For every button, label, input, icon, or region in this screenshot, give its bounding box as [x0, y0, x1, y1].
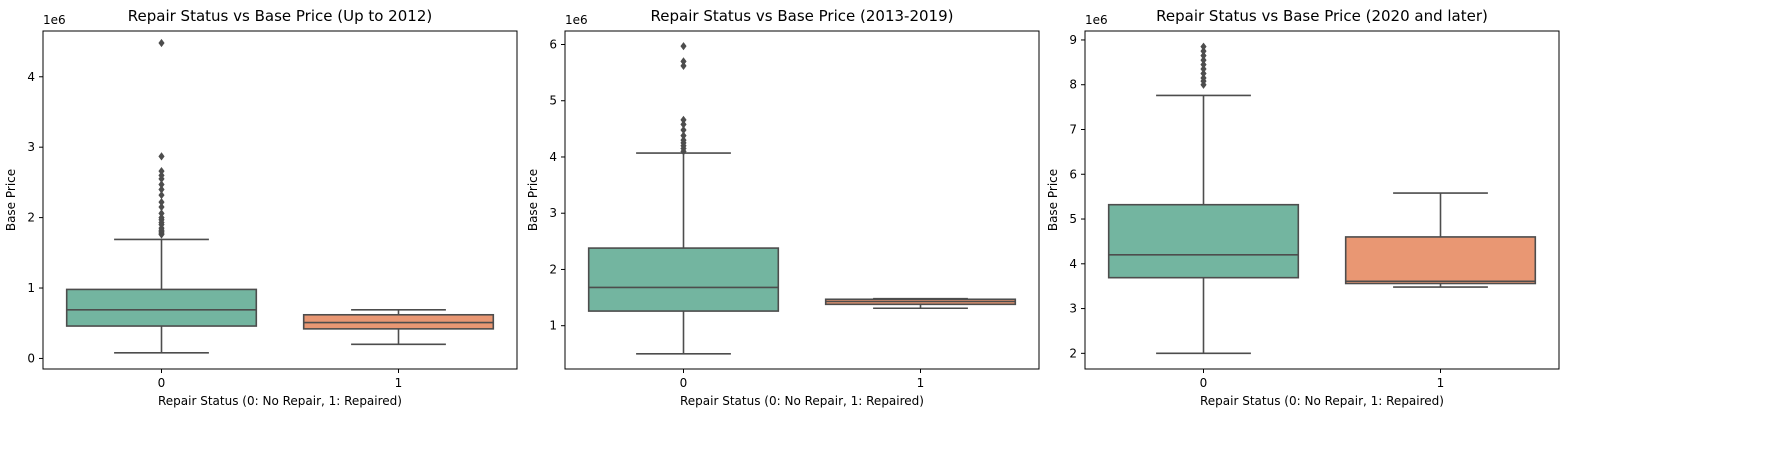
box-iqr	[1344, 236, 1537, 285]
y-tick-label: 1	[549, 319, 557, 333]
outlier-point	[1200, 47, 1207, 56]
outlier-point	[680, 57, 687, 66]
chart-title: Repair Status vs Base Price (Up to 2012)	[128, 7, 432, 25]
x-tick-label: 0	[680, 376, 688, 390]
outlier-point	[680, 42, 687, 51]
outlier-point	[680, 125, 687, 135]
outlier-point	[680, 131, 687, 140]
x-tick-label: 1	[395, 376, 403, 390]
chart-panel-2: Repair Status vs Base Price (2020 and la…	[1046, 7, 1560, 408]
x-axis-label: Repair Status (0: No Repair, 1: Repaired…	[680, 394, 924, 408]
y-tick-label: 4	[549, 150, 557, 164]
outlier-point	[158, 209, 165, 218]
outlier-point	[158, 198, 165, 207]
outlier-point	[1200, 64, 1207, 74]
chart-title: Repair Status vs Base Price (2013-2019)	[651, 7, 954, 25]
y-tick-label: 6	[1069, 167, 1077, 181]
y-axis-label: Base Price	[526, 169, 540, 231]
y-tick-label: 0	[27, 351, 35, 365]
chart-panel-1: Repair Status vs Base Price (2013-2019) 1…	[526, 7, 1040, 408]
y-tick-label: 3	[1069, 302, 1077, 316]
outlier-point	[158, 180, 165, 189]
y-tick-label: 2	[1069, 346, 1077, 360]
box-iqr	[587, 247, 780, 312]
plot-frame	[564, 30, 1040, 370]
box-iqr	[65, 288, 258, 327]
y-tick-label: 4	[1069, 257, 1077, 271]
chart-title: Repair Status vs Base Price (2020 and la…	[1156, 7, 1488, 25]
y-tick-label: 2	[549, 262, 557, 276]
outlier-point	[158, 190, 165, 200]
y-tick-label: 5	[1069, 212, 1077, 226]
outlier-point	[1200, 55, 1207, 65]
outlier-point	[1200, 51, 1207, 60]
scale-label: 1e6	[1085, 13, 1108, 27]
outlier-point	[680, 115, 687, 124]
chart-panel-0: Repair Status vs Base Price (Up to 2012)…	[4, 7, 518, 408]
y-tick-label: 5	[549, 94, 557, 108]
x-tick-label: 0	[158, 376, 166, 390]
outlier-point	[1200, 42, 1207, 51]
outlier-point	[680, 61, 687, 70]
scale-label: 1e6	[565, 13, 588, 27]
x-tick-label: 0	[1200, 376, 1208, 390]
y-tick-label: 2	[27, 211, 35, 225]
outlier-point	[158, 171, 165, 180]
outlier-point	[680, 120, 687, 129]
outlier-point	[1200, 60, 1207, 69]
box-iqr	[1107, 203, 1300, 279]
outlier-point	[158, 167, 165, 176]
y-axis-label: Base Price	[1046, 169, 1060, 231]
plot-frame	[42, 30, 518, 370]
y-tick-label: 3	[549, 206, 557, 220]
x-tick-label: 1	[1437, 376, 1445, 390]
outlier-point	[158, 185, 165, 194]
outlier-point	[158, 202, 165, 212]
y-tick-label: 3	[27, 140, 35, 154]
scale-label: 1e6	[43, 13, 66, 27]
outlier-point	[158, 152, 165, 161]
x-axis-label: Repair Status (0: No Repair, 1: Repaired…	[158, 394, 402, 408]
y-tick-label: 4	[27, 70, 35, 84]
plot-frame	[1084, 30, 1560, 370]
outlier-point	[158, 213, 165, 222]
y-tick-label: 6	[549, 37, 557, 51]
outlier-point	[1200, 69, 1207, 78]
y-tick-label: 1	[27, 281, 35, 295]
outlier-point	[680, 136, 687, 145]
y-tick-label: 7	[1069, 122, 1077, 136]
outlier-point	[1200, 73, 1207, 83]
y-axis-label: Base Price	[4, 169, 18, 231]
x-axis-label: Repair Status (0: No Repair, 1: Repaired…	[1200, 394, 1444, 408]
y-tick-label: 9	[1069, 33, 1077, 47]
outlier-point	[158, 38, 165, 48]
y-tick-label: 8	[1069, 78, 1077, 92]
x-tick-label: 1	[917, 376, 925, 390]
